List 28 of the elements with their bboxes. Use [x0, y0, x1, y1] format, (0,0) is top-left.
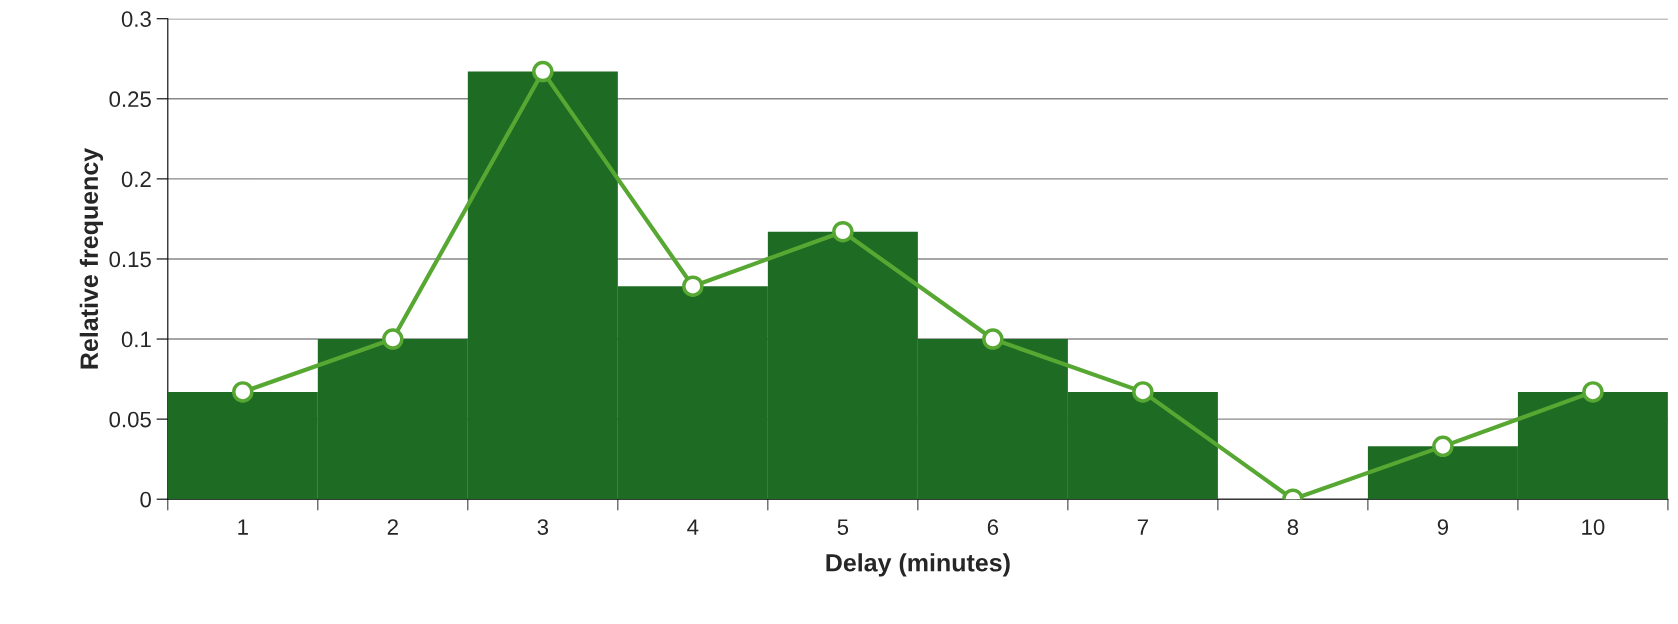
x-tick-label: 1	[238, 519, 248, 535]
x-tick-label: 10	[1582, 519, 1605, 535]
point	[982, 328, 1004, 350]
y-tick-label: 0	[140, 491, 151, 508]
y-tick-label: 0.05	[109, 411, 151, 428]
point	[1582, 381, 1604, 403]
point	[532, 60, 554, 83]
x-tick-label: 8	[1287, 519, 1299, 535]
y-tick-label: 0.25	[109, 91, 151, 108]
y-tick-label: 0.2	[121, 171, 151, 188]
x-tick-label: 6	[987, 519, 999, 535]
y-tick-label: 0.1	[121, 331, 151, 348]
point	[382, 328, 404, 350]
point	[682, 275, 704, 297]
point	[232, 381, 254, 403]
y-axis-title: Relative frequency	[79, 147, 104, 369]
point	[832, 220, 854, 243]
point	[1432, 435, 1454, 458]
x-tick-label: 3	[537, 519, 549, 535]
point	[1132, 381, 1154, 403]
x-tick-label: 7	[1137, 519, 1148, 535]
y-tick-label: 0.3	[121, 11, 151, 27]
x-tick-label: 4	[687, 519, 699, 535]
y-tick-label: 0.15	[109, 251, 151, 268]
x-tick-label: 9	[1437, 519, 1449, 535]
x-axis-title: Delay (minutes)	[826, 553, 1010, 577]
x-tick-label: 2	[387, 519, 398, 535]
x-tick-label: 5	[837, 519, 849, 535]
